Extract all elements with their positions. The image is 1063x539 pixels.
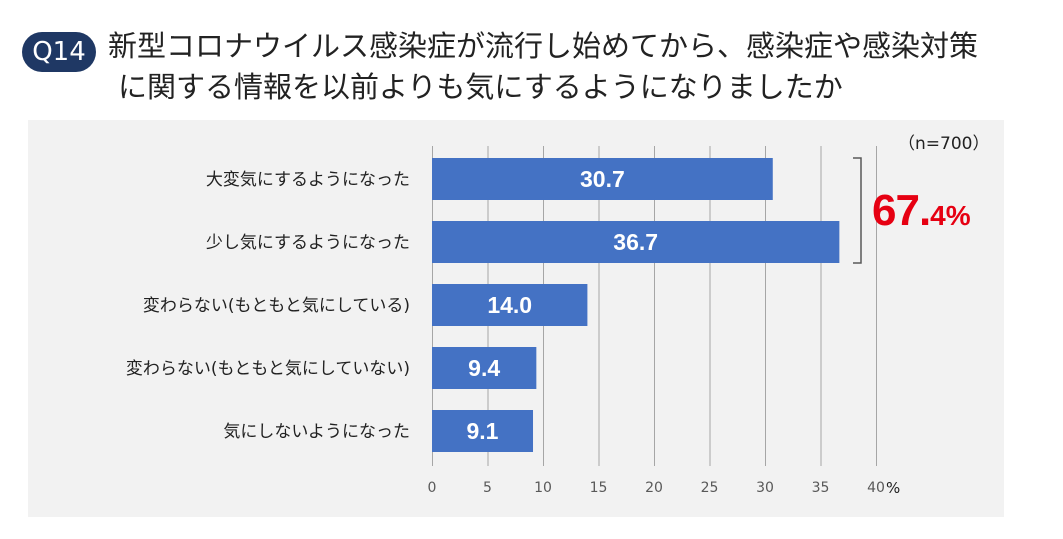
x-tick-label-1: 5 bbox=[483, 480, 492, 496]
combined-percentage-main: 67. bbox=[872, 186, 931, 235]
value-label-4: 9.1 bbox=[467, 418, 499, 444]
bar-4 bbox=[432, 410, 534, 452]
question-number-badge: Q14 bbox=[22, 32, 96, 72]
title-line-2: に関する情報を以前よりも気にするようになりましたか bbox=[118, 70, 843, 104]
title-line-1: 新型コロナウイルス感染症が流行し始めてから、感染症や感染対策 bbox=[108, 29, 979, 63]
bar-2 bbox=[432, 284, 588, 326]
category-label-4: 気にしないようになった bbox=[223, 422, 410, 442]
bar-3 bbox=[432, 347, 537, 389]
x-tick-label-8: 40 bbox=[867, 480, 885, 496]
sample-size-label: （n=700） bbox=[898, 134, 990, 154]
value-label-1: 36.7 bbox=[613, 229, 658, 255]
combined-percentage-annotation: 67.4% bbox=[872, 186, 971, 236]
question-title: 新型コロナウイルス感染症が流行し始めてから、感染症や感染対策 に関する情報を以前… bbox=[108, 26, 1048, 108]
x-tick-label-2: 10 bbox=[534, 480, 552, 496]
value-label-0: 30.7 bbox=[580, 166, 625, 192]
value-label-3: 9.4 bbox=[468, 355, 500, 381]
x-tick-label-3: 15 bbox=[590, 480, 608, 496]
x-tick-label-5: 25 bbox=[701, 480, 719, 496]
category-label-2: 変わらない(もともと気にしている) bbox=[143, 296, 410, 316]
bar-1 bbox=[432, 221, 840, 263]
category-label-1: 少し気にするようになった bbox=[206, 233, 410, 253]
x-axis-unit: % bbox=[886, 479, 900, 497]
combined-percentage-fraction: 4% bbox=[930, 200, 971, 231]
x-tick-label-0: 0 bbox=[428, 480, 437, 496]
category-label-0: 大変気にするようになった bbox=[206, 170, 410, 190]
x-tick-label-7: 35 bbox=[812, 480, 830, 496]
category-label-3: 変わらない(もともと気にしていない) bbox=[126, 359, 410, 379]
value-label-2: 14.0 bbox=[487, 292, 532, 318]
x-tick-label-6: 30 bbox=[756, 480, 774, 496]
annotation-bracket bbox=[853, 157, 862, 264]
x-tick-label-4: 20 bbox=[645, 480, 663, 496]
bar-0 bbox=[432, 158, 773, 200]
